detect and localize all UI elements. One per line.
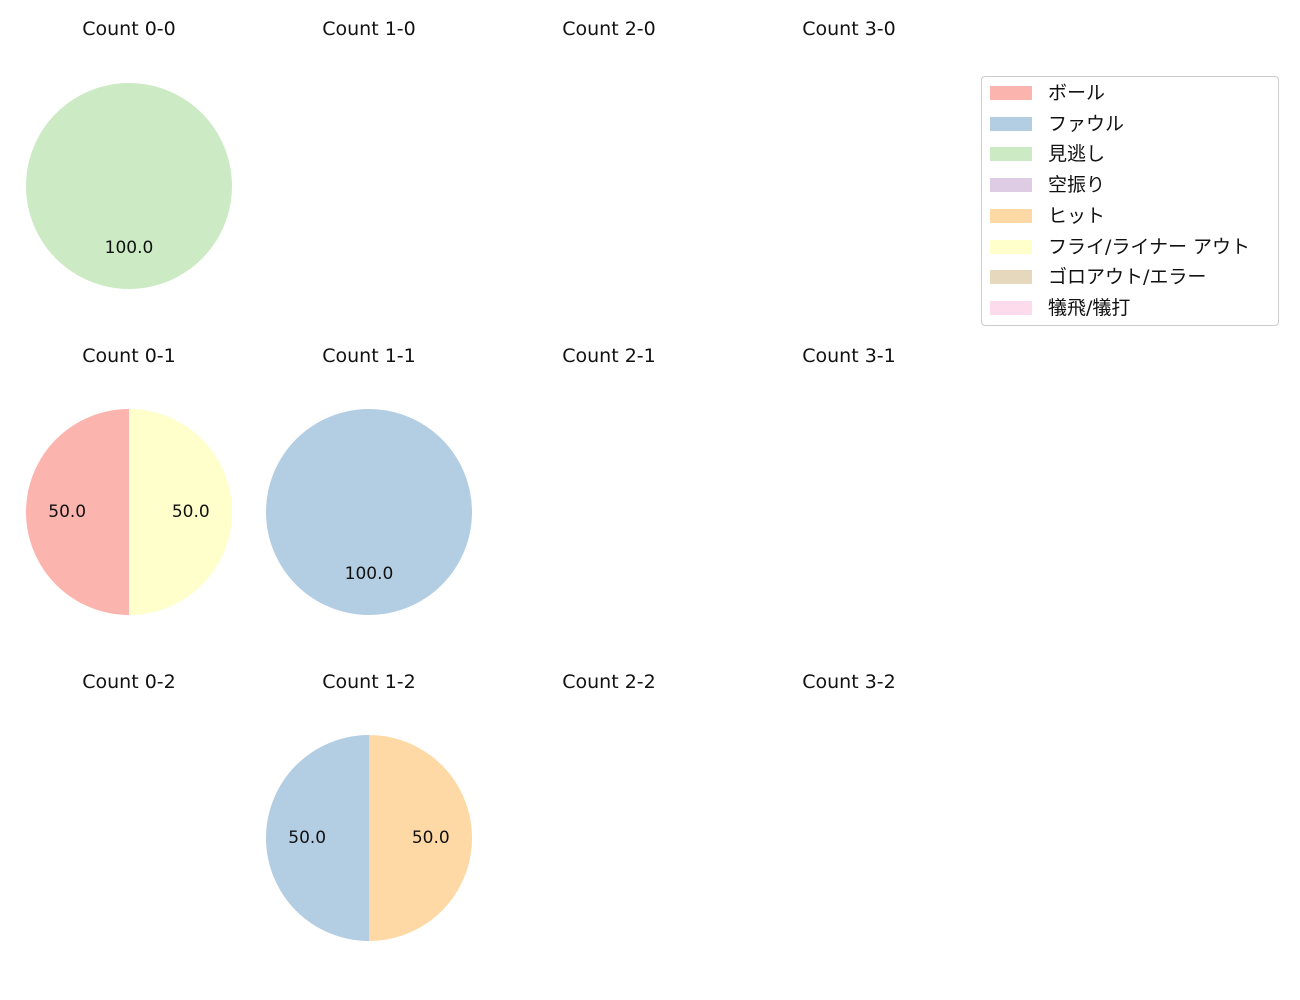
legend-swatch (990, 86, 1032, 100)
legend-swatch (990, 239, 1032, 254)
panel-title: Count 2-0 (562, 18, 656, 40)
legend-swatch (990, 300, 1032, 315)
legend-label: ファウル (1048, 112, 1125, 135)
pie-panel: Count 2-2 (562, 671, 656, 693)
panel-title: Count 1-0 (322, 18, 416, 40)
pie-panel: Count 1-1 100.0 (266, 345, 472, 615)
panel-title: Count 3-1 (802, 345, 896, 367)
chart-legend: ボールファウル見逃し空振りヒットフライ/ライナー アウト ゴロアウト/エラー 犠飛/… (981, 76, 1279, 326)
slice-label: 50.0 (412, 828, 450, 848)
pie-slice (369, 735, 472, 941)
legend-swatch (990, 178, 1032, 193)
panel-title: Count 2-2 (562, 671, 656, 693)
pie-panel: Count 3-0 (802, 18, 896, 40)
slice-label: 50.0 (288, 828, 326, 848)
pie-panel: Count 0-0 100.0 (26, 18, 232, 289)
pie-slice (129, 409, 232, 615)
panel-title: Count 3-0 (802, 18, 896, 40)
pie-panel: Count 0-2 (82, 671, 176, 693)
pie-panel: Count 3-1 (802, 345, 896, 367)
slice-label: 50.0 (48, 502, 86, 522)
pie-panel: Count 1-0 (322, 18, 416, 40)
panel-title: Count 0-0 (82, 18, 176, 40)
panel-title: Count 2-1 (562, 345, 656, 367)
legend-label: フライ/ライナー アウト (1048, 235, 1251, 258)
legend-swatch (990, 208, 1032, 223)
legend-label: 犠飛/犠打 (1048, 296, 1131, 319)
panel-title: Count 0-1 (82, 345, 176, 367)
legend-label: 見逃し (1048, 143, 1106, 166)
legend-label: ゴロアウト/エラー (1048, 266, 1207, 289)
legend-label: ボール (1048, 82, 1106, 104)
slice-label: 100.0 (105, 238, 154, 258)
panel-title: Count 3-2 (802, 671, 896, 693)
pie-slice (26, 83, 232, 289)
legend-label: 空振り (1048, 174, 1106, 197)
pie-slice (266, 735, 369, 941)
pie-slice (266, 409, 472, 615)
pie-panel: Count 2-1 (562, 345, 656, 367)
slice-label: 100.0 (345, 564, 394, 584)
pie-panel: Count 1-2 50.0 50.0 (266, 671, 472, 941)
legend-swatch (990, 116, 1032, 131)
pie-panel: Count 0-1 50.0 50.0 (26, 345, 232, 615)
pie-slice (26, 409, 129, 615)
panel-title: Count 1-1 (322, 345, 416, 367)
legend-label: ヒット (1048, 204, 1106, 227)
legend-swatch (990, 147, 1032, 162)
pie-panel: Count 2-0 (562, 18, 656, 40)
slice-label: 50.0 (172, 502, 210, 522)
panel-title: Count 1-2 (322, 671, 416, 693)
pie-panel: Count 3-2 (802, 671, 896, 693)
panel-title: Count 0-2 (82, 671, 176, 693)
legend-swatch (990, 270, 1032, 285)
